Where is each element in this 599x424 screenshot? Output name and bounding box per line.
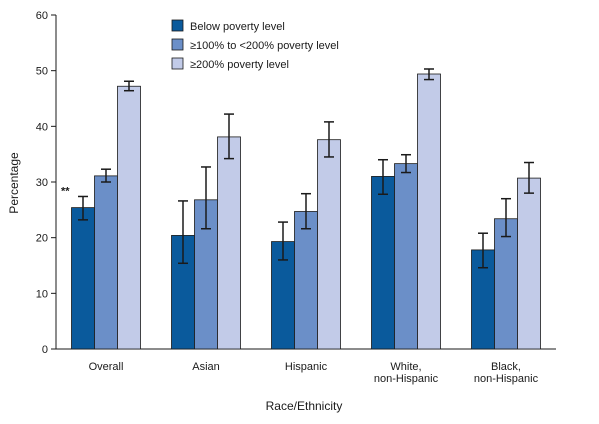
y-tick-label: 60 [36, 10, 48, 22]
bar [94, 175, 118, 350]
x-tick-label: Overall [89, 361, 124, 373]
x-tick-label: non-Hispanic [474, 373, 539, 385]
x-tick-label: non-Hispanic [374, 373, 439, 385]
x-tick-label: White, [390, 361, 421, 373]
y-tick-label: 0 [42, 344, 48, 356]
bar [371, 176, 395, 350]
x-axis-label: Race/Ethnicity [266, 399, 343, 413]
error-bars [78, 68, 534, 269]
bar [317, 139, 341, 350]
legend-swatch [171, 57, 184, 70]
significance-annotation: ** [61, 185, 70, 197]
bar [71, 207, 95, 350]
legend-label: ≥200% poverty level [190, 59, 289, 71]
bars [71, 73, 541, 350]
annotations: ** [61, 185, 70, 197]
legend-swatch [171, 19, 184, 32]
y-tick-label: 20 [36, 233, 48, 245]
bar [394, 163, 418, 350]
x-tick-label: Hispanic [285, 361, 328, 373]
legend-label: ≥100% to <200% poverty level [190, 40, 339, 52]
bar [517, 177, 541, 350]
y-axis-label: Percentage [7, 152, 21, 214]
x-tick-label: Black, [491, 361, 521, 373]
y-tick-label: 40 [36, 121, 48, 133]
y-tick-label: 10 [36, 288, 48, 300]
bar [294, 211, 318, 350]
legend-swatch [171, 38, 184, 51]
bar [494, 218, 518, 350]
x-tick-label: Asian [192, 361, 220, 373]
legend: Below poverty level ≥100% to <200% povert… [171, 19, 339, 71]
y-tick-label: 30 [36, 177, 48, 189]
legend-label: Below poverty level [190, 21, 285, 33]
bar [217, 136, 241, 350]
bar [417, 73, 441, 350]
bar [117, 85, 141, 350]
y-tick-label: 50 [36, 66, 48, 78]
